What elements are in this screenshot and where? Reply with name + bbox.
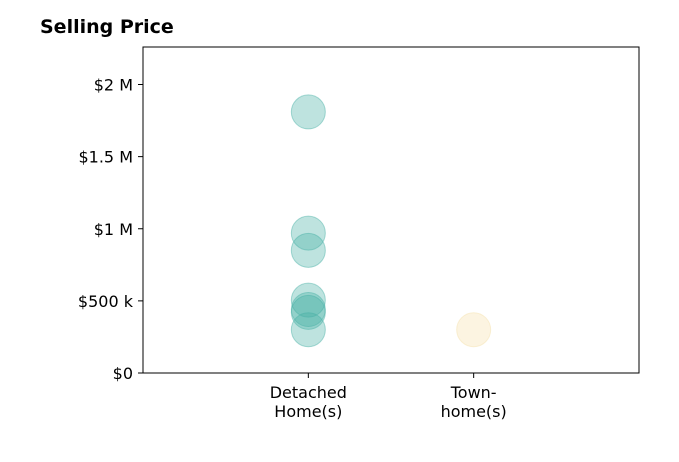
data-point bbox=[290, 232, 326, 268]
y-tick-label: $0 bbox=[113, 364, 133, 383]
data-point bbox=[290, 282, 326, 318]
y-tick-label: $2 M bbox=[94, 76, 133, 95]
data-point bbox=[290, 292, 326, 328]
x-tick-label: Detached bbox=[270, 383, 347, 402]
y-tick-label: $1 M bbox=[94, 220, 133, 239]
data-point bbox=[290, 215, 326, 251]
y-tick-label: $1.5 M bbox=[78, 148, 133, 167]
data-point bbox=[290, 94, 326, 130]
plot-frame bbox=[142, 46, 640, 374]
x-tick-label: home(s) bbox=[441, 402, 507, 421]
x-tick-label: Home(s) bbox=[274, 402, 342, 421]
y-tick-label: $500 k bbox=[78, 292, 134, 311]
data-point bbox=[290, 294, 326, 330]
data-point bbox=[456, 312, 492, 348]
chart-title: Selling Price bbox=[40, 16, 174, 38]
data-point bbox=[290, 312, 326, 348]
y-axis: $0 $500 k $1 M $1.5 M $2 M bbox=[78, 76, 143, 383]
x-tick-label: Town- bbox=[450, 383, 497, 402]
data-points bbox=[290, 94, 492, 348]
